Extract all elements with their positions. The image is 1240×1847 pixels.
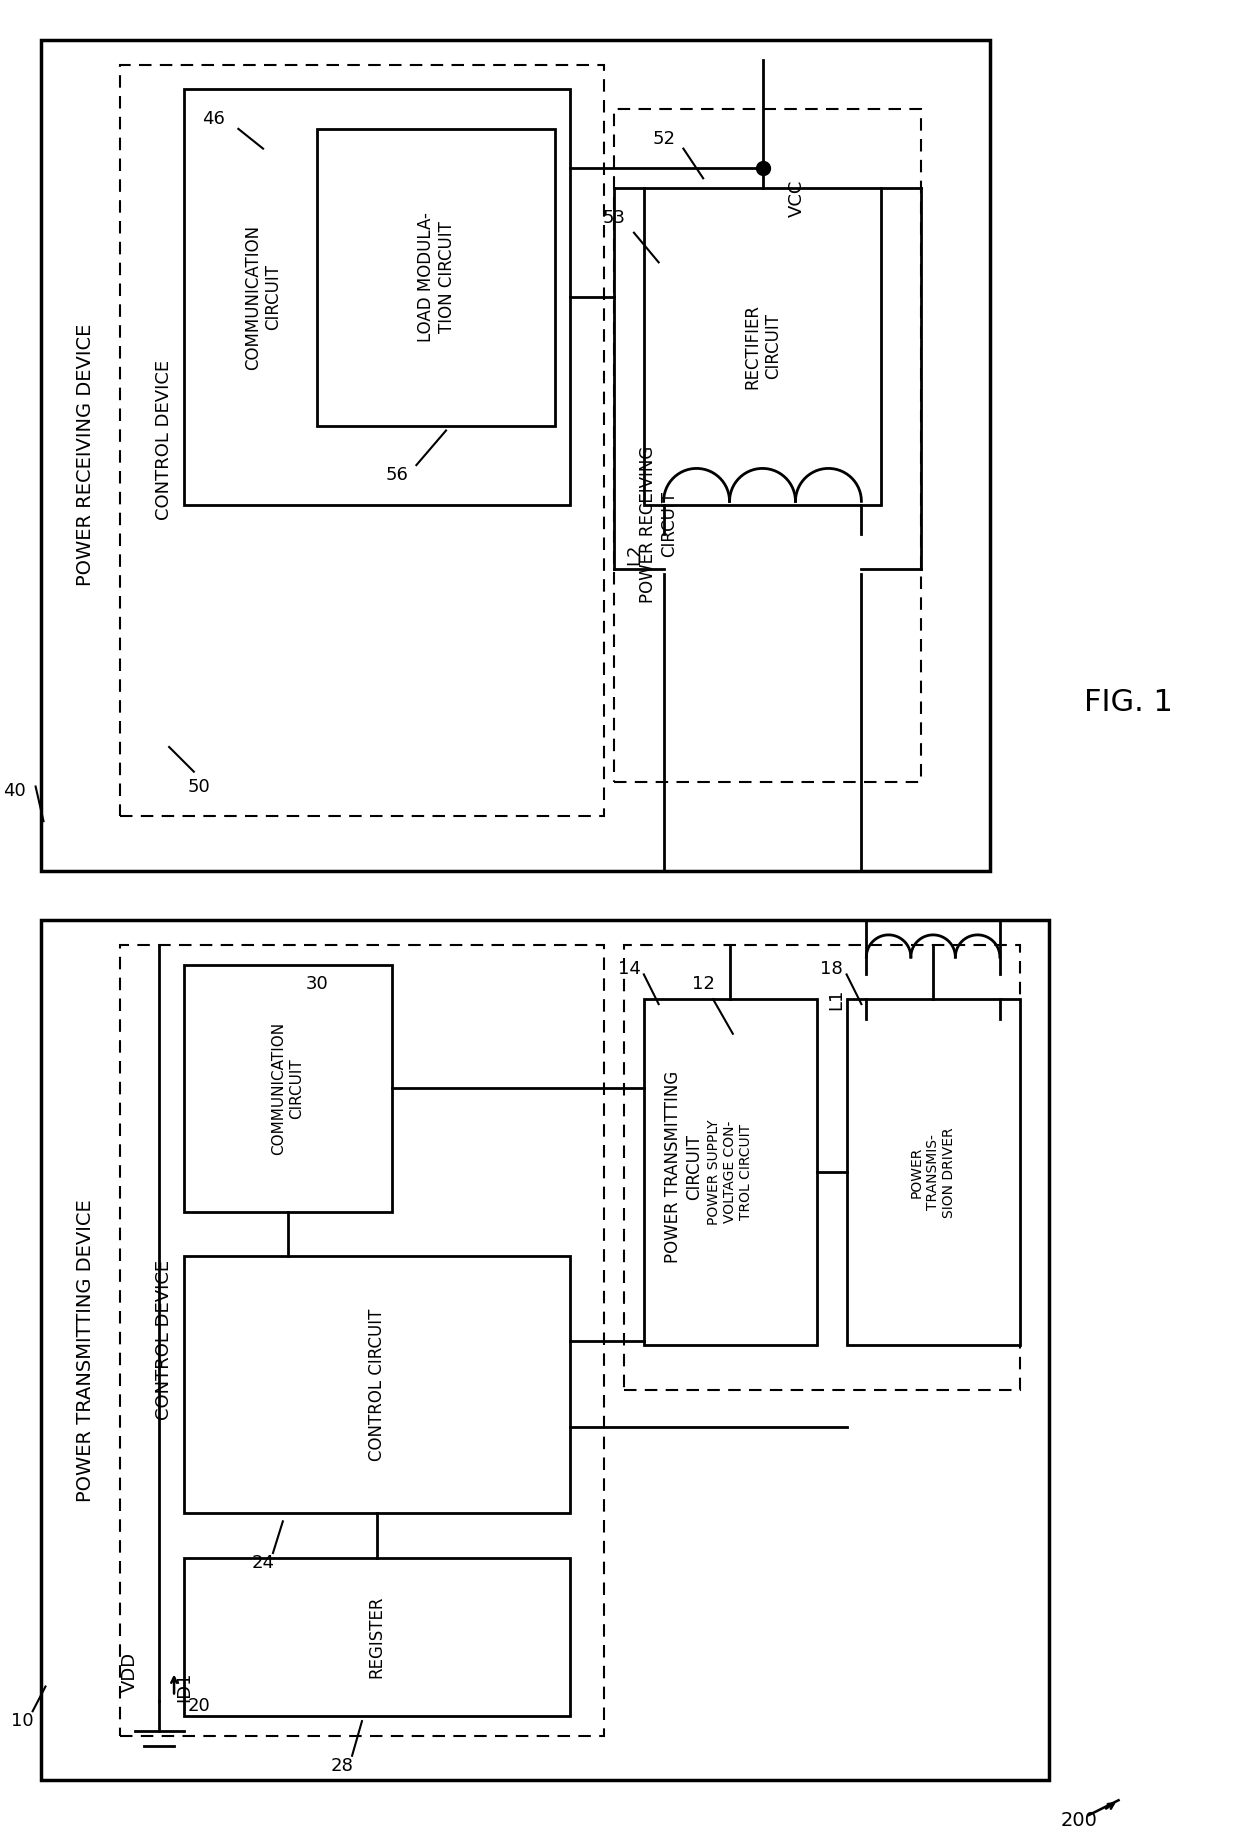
Bar: [41, 920, 1049, 1781]
Bar: [614, 109, 921, 781]
Text: POWER SUPPLY
VOLTAGE CON-
TROL CIRCUIT: POWER SUPPLY VOLTAGE CON- TROL CIRCUIT: [707, 1119, 753, 1225]
Text: VDD: VDD: [120, 1651, 139, 1692]
Text: VCC: VCC: [789, 179, 806, 216]
Bar: [41, 41, 990, 870]
Text: POWER RECEIVING DEVICE: POWER RECEIVING DEVICE: [76, 323, 94, 585]
Text: CONTROL CIRCUIT: CONTROL CIRCUIT: [368, 1310, 386, 1461]
Text: 52: 52: [652, 129, 675, 148]
Text: 18: 18: [821, 960, 843, 979]
Text: CONTROL DEVICE: CONTROL DEVICE: [155, 1260, 174, 1420]
Text: 20: 20: [187, 1697, 210, 1716]
Text: 24: 24: [252, 1553, 274, 1572]
Bar: [624, 946, 1019, 1389]
Text: POWER TRANSMITTING DEVICE: POWER TRANSMITTING DEVICE: [76, 1199, 94, 1502]
Text: 56: 56: [386, 465, 408, 484]
Bar: [644, 999, 817, 1345]
Text: CONTROL DEVICE: CONTROL DEVICE: [155, 360, 174, 521]
Text: POWER
TRANSMIS-
SION DRIVER: POWER TRANSMIS- SION DRIVER: [909, 1127, 956, 1217]
Text: 46: 46: [202, 111, 224, 127]
Text: RECTIFIER
CIRCUIT: RECTIFIER CIRCUIT: [743, 305, 782, 390]
Text: REGISTER: REGISTER: [368, 1596, 386, 1679]
Text: 50: 50: [187, 778, 210, 796]
Text: 40: 40: [2, 783, 26, 800]
Bar: [184, 1557, 569, 1716]
Bar: [120, 65, 604, 816]
Text: FIG. 1: FIG. 1: [1084, 687, 1173, 717]
Text: 53: 53: [603, 209, 626, 227]
Text: L2: L2: [625, 543, 642, 565]
Text: LOAD MODULA-
TION CIRCUIT: LOAD MODULA- TION CIRCUIT: [417, 212, 455, 342]
Text: 28: 28: [331, 1756, 353, 1775]
Bar: [317, 129, 554, 425]
Text: COMMUNICATION
CIRCUIT: COMMUNICATION CIRCUIT: [244, 225, 283, 369]
Text: ID1: ID1: [175, 1672, 193, 1701]
Text: 12: 12: [692, 975, 714, 994]
Text: 14: 14: [618, 960, 640, 979]
Bar: [184, 964, 392, 1212]
Text: 200: 200: [1060, 1810, 1097, 1830]
Bar: [847, 999, 1019, 1345]
Text: POWER RECEIVING
CIRCUIT: POWER RECEIVING CIRCUIT: [640, 445, 678, 604]
Text: COMMUNICATION
CIRCUIT: COMMUNICATION CIRCUIT: [272, 1021, 304, 1154]
Text: 10: 10: [11, 1712, 33, 1731]
Bar: [184, 89, 569, 504]
Text: POWER TRANSMITTING
CIRCUIT: POWER TRANSMITTING CIRCUIT: [663, 1071, 703, 1263]
Text: L1: L1: [827, 988, 846, 1010]
Text: 30: 30: [306, 975, 329, 994]
Bar: [644, 188, 882, 504]
Bar: [120, 946, 604, 1736]
Bar: [184, 1256, 569, 1513]
